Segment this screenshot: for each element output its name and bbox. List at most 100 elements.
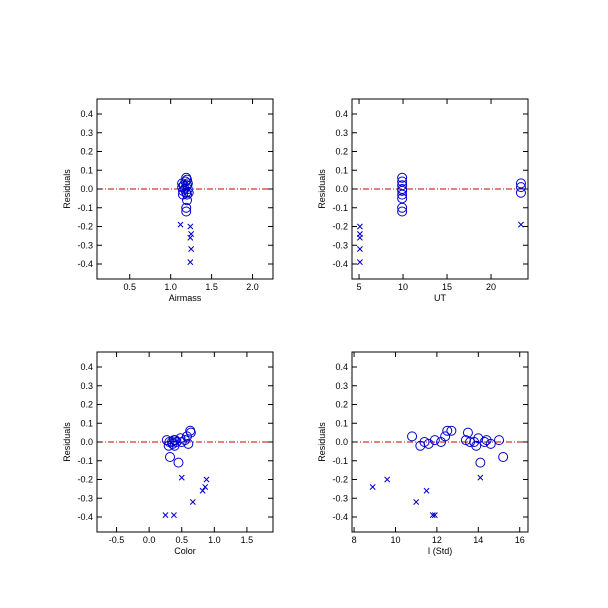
data-point-circle [446,425,457,436]
y-tick-label: 0.2 [80,400,93,410]
x-tick-label: -0.5 [109,535,125,545]
data-point-circle [182,189,193,200]
y-axis-label: Residuals [317,422,327,462]
data-point-circle [429,435,440,446]
data-point-circle [164,437,175,447]
y-tick-label: 0.3 [80,128,93,138]
y-axis-label: Residuals [317,169,327,209]
data-point-circle [462,427,473,438]
x-tick-label: 0.0 [143,535,156,545]
y-tick-label: 0.1 [335,165,348,175]
x-tick-label: 2.0 [246,282,259,292]
y-tick-label: 0.4 [80,109,93,119]
data-point-x [187,223,194,230]
data-point-x [356,223,363,230]
data-point-circle [485,438,496,449]
x-tick-label: 14 [473,535,483,545]
data-point-x [356,259,363,266]
x-tick-label: 5 [357,282,362,292]
y-tick-label: 0.4 [335,362,348,372]
y-tick-label: 0.2 [335,400,348,410]
y-tick-label: 0.1 [80,165,93,175]
data-point-x [189,499,196,505]
y-tick-label: -0.1 [332,456,348,466]
data-point-x [356,246,363,252]
data-point-x [177,221,184,228]
panel-istd: 8 10 12 14 16 -0.4 -0.3 -0.2 -0.1 0.0 0.1 0.2 0.3 0.4… [317,351,529,556]
data-point-x [369,484,376,490]
data-point-circle [182,184,193,194]
data-point-x [384,476,391,483]
data-point-circle [471,440,482,451]
data-point-circle [515,182,526,193]
data-point-circle [465,437,476,447]
data-point-circle [170,435,181,446]
x-tick-label: 8 [352,535,357,545]
data-point-circle [181,202,192,213]
data-point-x [518,221,524,228]
data-point-x [188,231,195,237]
data-point-circle [173,457,184,468]
x-tick-label: 16 [515,535,525,545]
y-tick-label: 0.3 [335,128,348,138]
y-tick-label: -0.4 [332,259,348,269]
x-tick-label: 12 [432,535,442,545]
y-tick-label: -0.1 [332,203,348,213]
y-tick-label: 0.3 [80,381,93,391]
x-tick-label: 10 [390,535,400,545]
y-tick-label: 0.0 [335,184,348,194]
data-point-circle [181,206,192,217]
y-tick-label: -0.2 [77,222,93,232]
y-tick-label: 0.0 [335,437,348,447]
data-point-circle [165,452,176,462]
y-tick-label: -0.2 [332,475,348,485]
y-tick-label: -0.3 [332,493,348,503]
y-tick-label: 0.0 [80,437,93,447]
data-point-circle [397,172,408,183]
data-point-circle [475,457,486,468]
y-tick-label: -0.4 [77,259,93,269]
y-axis-label: Residuals [62,422,72,462]
data-point-x [199,487,206,494]
panel-airmass: 0.5 1.0 1.5 2.0 -0.4 -0.3 -0.2 -0.1 0.0 0.1 0.2 0.3… [62,98,274,303]
data-point-circle [494,435,505,446]
data-point-x [162,512,169,519]
data-point-circle [440,431,451,442]
x-tick-label: 1.0 [164,282,177,292]
data-point-circle [479,437,490,447]
data-point-x [170,512,177,519]
x-tick-label: 15 [442,282,452,292]
y-tick-label: 0.1 [80,418,93,428]
x-tick-label: 1.5 [241,535,254,545]
x-axis-label: Color [174,546,196,556]
y-tick-label: 0.3 [335,381,348,391]
y-tick-label: 0.0 [80,184,93,194]
y-tick-label: -0.4 [77,512,93,522]
y-tick-label: -0.2 [332,222,348,232]
data-point-circle [181,431,192,442]
data-point-x [203,476,210,483]
data-point-x [187,234,194,241]
x-axis-label: Airmass [169,293,202,303]
y-tick-label: -0.1 [77,203,93,213]
data-point-circle [182,195,193,206]
data-point-x [431,512,438,519]
x-tick-label: 1.0 [208,535,221,545]
y-tick-label: 0.4 [80,362,93,372]
x-tick-label: 20 [486,282,496,292]
y-tick-label: -0.3 [332,240,348,250]
panel-ut: 5 10 15 20 -0.4 -0.3 -0.2 -0.1 0.0 0.1 0.2 0.3 0.4 UT… [317,98,529,303]
y-tick-label: 0.4 [335,109,348,119]
data-point-circle [183,187,194,198]
y-tick-label: 0.1 [335,418,348,428]
data-point-circle [397,202,408,213]
data-point-circle [185,427,196,438]
data-point-circle [515,187,526,198]
data-point-circle [407,431,418,442]
y-axis-label: Residuals [62,169,72,209]
y-tick-label: -0.3 [77,493,93,503]
y-tick-label: -0.3 [77,240,93,250]
x-tick-label: 0.5 [123,282,136,292]
data-point-circle [397,206,408,217]
